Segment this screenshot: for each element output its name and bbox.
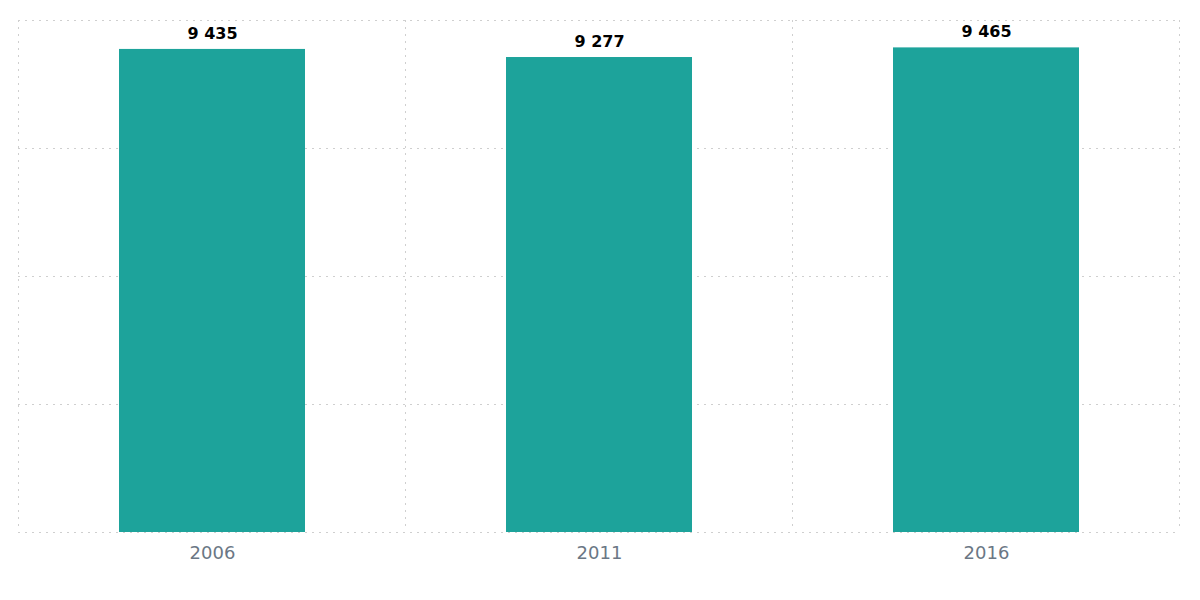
svg-text:2016: 2016 [964,542,1010,563]
svg-text:9 435: 9 435 [187,24,237,43]
svg-text:2011: 2011 [577,542,623,563]
svg-text:9 465: 9 465 [961,22,1011,41]
svg-text:2006: 2006 [190,542,236,563]
svg-text:9 277: 9 277 [574,32,624,51]
